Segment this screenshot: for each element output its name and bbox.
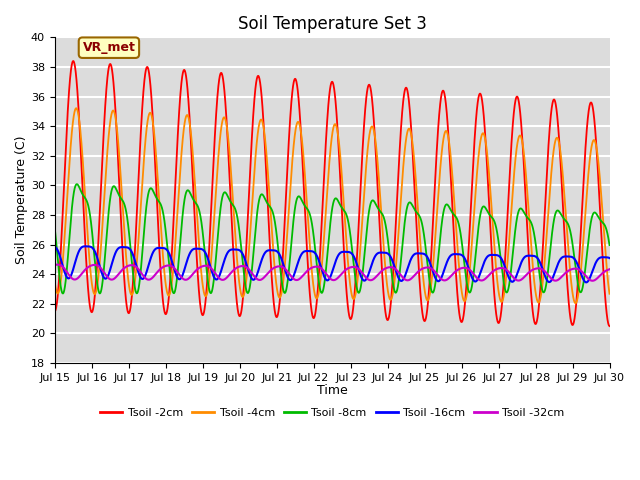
Tsoil -2cm <box>69 58 77 64</box>
Tsoil -8cm <box>426 281 434 287</box>
Tsoil -8cm <box>605 242 613 248</box>
Tsoil -2cm <box>51 308 59 314</box>
Tsoil -4cm <box>488 211 496 216</box>
Tsoil -16cm <box>312 251 319 256</box>
Tsoil -2cm <box>605 323 612 328</box>
Tsoil -2cm <box>488 256 496 262</box>
Tsoil -32cm <box>457 265 465 271</box>
Line: Tsoil -16cm: Tsoil -16cm <box>55 246 609 282</box>
Tsoil -16cm <box>81 243 89 249</box>
Line: Tsoil -32cm: Tsoil -32cm <box>55 264 609 281</box>
Tsoil -2cm <box>312 310 319 315</box>
Tsoil -8cm <box>51 225 59 230</box>
Title: Soil Temperature Set 3: Soil Temperature Set 3 <box>237 15 427 33</box>
Tsoil -4cm <box>605 291 613 297</box>
Tsoil -32cm <box>488 269 496 275</box>
Tsoil -4cm <box>72 105 80 111</box>
Tsoil -32cm <box>605 266 613 272</box>
Tsoil -8cm <box>59 290 67 296</box>
Tsoil -8cm <box>457 231 465 237</box>
Tsoil -2cm <box>457 317 465 323</box>
Line: Tsoil -4cm: Tsoil -4cm <box>55 108 609 303</box>
Tsoil -2cm <box>150 149 158 155</box>
Tsoil -16cm <box>605 255 613 261</box>
Tsoil -32cm <box>51 262 59 268</box>
Tsoil -8cm <box>605 239 613 245</box>
Line: Tsoil -2cm: Tsoil -2cm <box>55 61 609 326</box>
Tsoil -2cm <box>605 323 613 329</box>
Legend: Tsoil -2cm, Tsoil -4cm, Tsoil -8cm, Tsoil -16cm, Tsoil -32cm: Tsoil -2cm, Tsoil -4cm, Tsoil -8cm, Tsoi… <box>95 404 569 422</box>
Tsoil -8cm <box>312 251 319 256</box>
Tsoil -16cm <box>457 252 465 257</box>
Tsoil -16cm <box>150 247 158 253</box>
Tsoil -8cm <box>151 192 159 197</box>
Tsoil -32cm <box>54 262 61 267</box>
Tsoil -4cm <box>150 134 158 140</box>
Tsoil -32cm <box>150 273 158 278</box>
Tsoil -2cm <box>426 276 434 281</box>
Tsoil -4cm <box>426 291 434 297</box>
Tsoil -8cm <box>73 181 81 187</box>
Tsoil -32cm <box>605 266 613 272</box>
Tsoil -16cm <box>51 244 59 250</box>
Tsoil -16cm <box>488 252 496 258</box>
Tsoil -8cm <box>488 215 496 220</box>
Text: VR_met: VR_met <box>83 41 136 54</box>
Tsoil -4cm <box>605 287 613 293</box>
Tsoil -16cm <box>582 279 590 285</box>
Tsoil -32cm <box>589 278 596 284</box>
Tsoil -4cm <box>572 300 579 306</box>
Line: Tsoil -8cm: Tsoil -8cm <box>55 184 609 293</box>
Tsoil -16cm <box>605 255 613 261</box>
Tsoil -4cm <box>312 294 319 300</box>
Tsoil -32cm <box>312 264 319 270</box>
Y-axis label: Soil Temperature (C): Soil Temperature (C) <box>15 136 28 264</box>
Tsoil -4cm <box>457 279 465 285</box>
Tsoil -4cm <box>51 279 59 285</box>
X-axis label: Time: Time <box>317 384 348 397</box>
Tsoil -32cm <box>426 265 434 271</box>
Tsoil -16cm <box>426 260 434 265</box>
